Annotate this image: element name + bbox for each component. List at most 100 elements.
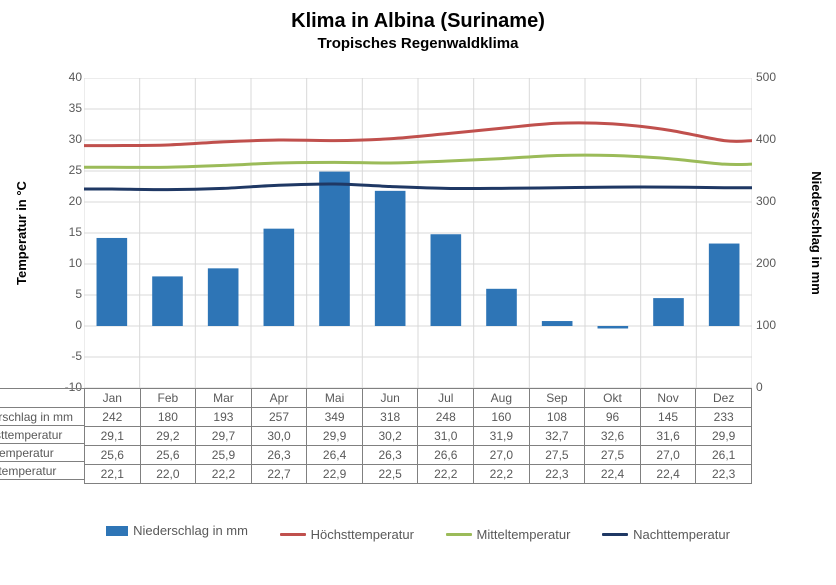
table-cell: 29,2 [140,427,196,446]
table-cell: 22,2 [474,465,530,484]
legend-precip: Niederschlag in mm [106,523,248,538]
tick-left: 0 [42,318,82,332]
bar [598,326,629,328]
table-cell: 22,9 [307,465,363,484]
table-cell: 22,3 [696,465,752,484]
table-cell: 26,3 [362,446,418,465]
table-cell: 22,0 [140,465,196,484]
legend: Niederschlag in mm Höchsttemperatur Mitt… [0,523,836,542]
table-cell: 96 [585,408,641,427]
row-label [0,388,84,408]
legend-mean: Mitteltemperatur [446,527,571,542]
month-header: Jan [85,389,141,408]
table-cell: 145 [640,408,696,427]
bar [319,172,350,326]
table-cell: 26,6 [418,446,474,465]
table-row: 29,129,229,730,029,930,231,031,932,732,6… [85,427,752,446]
table-cell: 31,9 [474,427,530,446]
chart-subtitle: Tropisches Regenwaldklima [0,35,836,52]
bar [264,229,295,326]
table-cell: 22,7 [251,465,307,484]
bar [709,244,740,326]
chart-title: Klima in Albina (Suriname) [0,10,836,33]
table-cell: 22,5 [362,465,418,484]
month-header: Feb [140,389,196,408]
month-header: Jul [418,389,474,408]
month-header: Nov [640,389,696,408]
table-cell: 27,0 [474,446,530,465]
tick-left: 10 [42,256,82,270]
table-cell: 30,0 [251,427,307,446]
plot-area [84,78,752,388]
tick-right: 400 [756,132,796,146]
table-cell: 108 [529,408,585,427]
table-row: 24218019325734931824816010896145233 [85,408,752,427]
climate-chart: Klima in Albina (Suriname) Tropisches Re… [0,10,836,585]
table-cell: 26,3 [251,446,307,465]
tick-right: 100 [756,318,796,332]
month-header: Sep [529,389,585,408]
table-cell: 349 [307,408,363,427]
bar [375,191,406,326]
row-label: Nachttemperatur [0,461,84,480]
tick-right: 500 [756,70,796,84]
month-header: Mar [196,389,252,408]
bar [97,238,128,326]
table-cell: 193 [196,408,252,427]
table-cell: 22,4 [640,465,696,484]
table-cell: 248 [418,408,474,427]
table-cell: 242 [85,408,141,427]
table-cell: 31,6 [640,427,696,446]
tick-left: 20 [42,194,82,208]
table-cell: 27,0 [640,446,696,465]
tick-right: 0 [756,380,796,394]
table-cell: 27,5 [585,446,641,465]
table-cell: 22,3 [529,465,585,484]
table-cell: 32,6 [585,427,641,446]
tick-left: 30 [42,132,82,146]
table-cell: 180 [140,408,196,427]
table-cell: 25,6 [85,446,141,465]
tick-left: 15 [42,225,82,239]
table-cell: 29,1 [85,427,141,446]
month-header: Aug [474,389,530,408]
table-cell: 22,2 [418,465,474,484]
table-cell: 32,7 [529,427,585,446]
tick-left: 35 [42,101,82,115]
row-labels: Niederschlag in mmHöchsttemperaturMittel… [0,388,84,480]
table-row: 22,122,022,222,722,922,522,222,222,322,4… [85,465,752,484]
swatch-bar-icon [106,526,128,536]
y-axis-left-label: Temperatur in °C [14,78,34,388]
data-table: JanFebMarAprMaiJunJulAugSepOktNovDez2421… [84,388,752,484]
table-cell: 233 [696,408,752,427]
table-cell: 31,0 [418,427,474,446]
month-header: Jun [362,389,418,408]
table-cell: 160 [474,408,530,427]
month-header: Mai [307,389,363,408]
tick-right: 200 [756,256,796,270]
table-cell: 22,2 [196,465,252,484]
tick-right: 300 [756,194,796,208]
table-cell: 27,5 [529,446,585,465]
tick-left: 40 [42,70,82,84]
table-cell: 30,2 [362,427,418,446]
bar [431,234,462,326]
tick-left: 5 [42,287,82,301]
tick-left: 25 [42,163,82,177]
swatch-line-icon [446,533,472,536]
table-row: 25,625,625,926,326,426,326,627,027,527,5… [85,446,752,465]
table-cell: 22,4 [585,465,641,484]
bar [152,276,183,326]
bar [486,289,517,326]
table-cell: 257 [251,408,307,427]
y-axis-right-label: Niederschlag in mm [804,78,824,388]
bar [208,268,239,326]
row-label: Höchsttemperatur [0,425,84,444]
bar [542,321,573,326]
month-header: Apr [251,389,307,408]
legend-night: Nachttemperatur [602,527,730,542]
tick-left: -5 [42,349,82,363]
table-cell: 26,1 [696,446,752,465]
table-cell: 25,9 [196,446,252,465]
row-label: Mitteltemperatur [0,443,84,462]
